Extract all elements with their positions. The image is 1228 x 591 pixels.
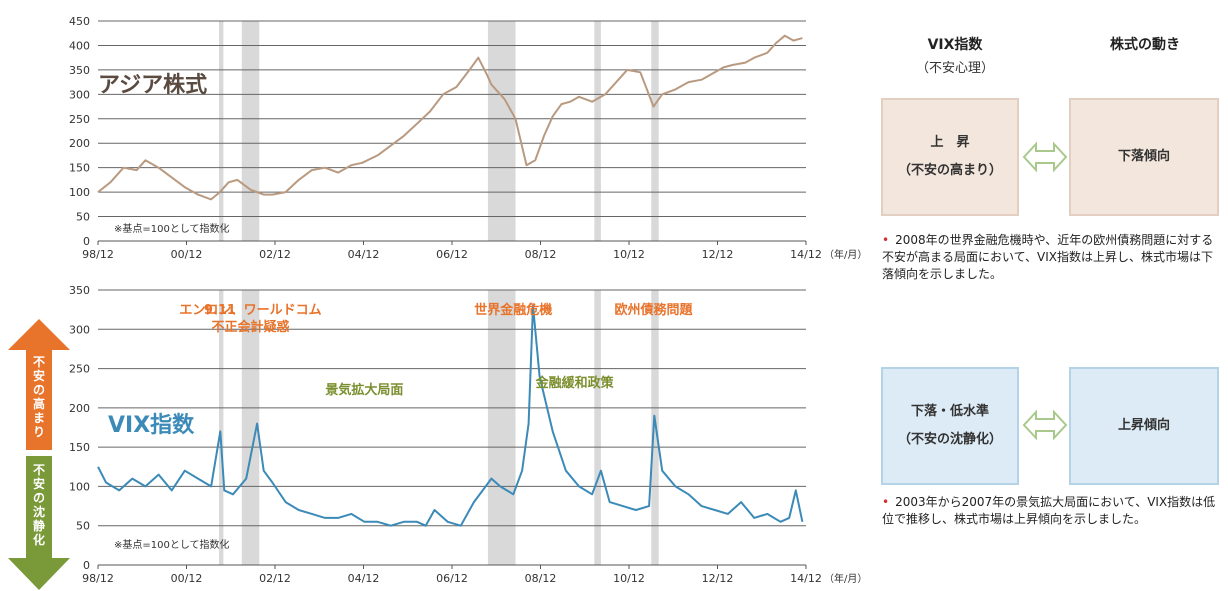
vix-rise-box: 上 昇 （不安の高まり） <box>881 98 1019 216</box>
y-tick-label: 350 <box>69 284 90 297</box>
event-label: 欧州債務問題 <box>614 302 693 318</box>
event-band <box>594 290 601 565</box>
y-tick-label: 150 <box>69 441 90 454</box>
bullet-icon: • <box>882 495 890 509</box>
x-unit-label: （年/月） <box>824 248 867 261</box>
y-tick-label: 50 <box>76 211 90 224</box>
y-tick-label: 250 <box>69 113 90 126</box>
x-tick-label: 12/12 <box>702 572 734 585</box>
vix-low-label: 下落・低水準 <box>910 404 989 419</box>
series-line <box>97 34 803 201</box>
stock-fall-label: 下落傾向 <box>1117 149 1170 164</box>
stock-header: 株式の動き <box>1110 37 1180 53</box>
base-note: ※基点=100として指数化 <box>114 538 230 551</box>
vix-header-sub: （不安心理） <box>915 61 994 76</box>
x-tick-label: 98/12 <box>82 248 114 261</box>
event-band <box>487 290 516 565</box>
base-note: ※基点=100として指数化 <box>114 222 230 235</box>
up-arrow-label-char: 不 <box>33 355 45 369</box>
x-tick-label: 14/12 <box>790 248 822 261</box>
up-arrow-icon <box>8 319 70 450</box>
note-2: • 2003年から2007年の景気拡大局面において、VIX指数は低位で推移し、株式… <box>882 494 1218 528</box>
note-2-text: 2003年から2007年の景気拡大局面において、VIX指数は低位で推移し、株式市… <box>882 495 1216 526</box>
x-tick-label: 00/12 <box>171 248 203 261</box>
event-band <box>219 290 224 565</box>
event-band <box>219 21 224 241</box>
x-unit-label: （年/月） <box>824 572 867 585</box>
event-label: エンロン、ワールドコム <box>179 303 321 318</box>
stock-rise-box: 上昇傾向 <box>1069 367 1219 485</box>
down-arrow-label-char: 沈 <box>33 504 45 519</box>
event-band <box>487 21 516 241</box>
phase-label: 景気拡大局面 <box>325 382 403 398</box>
up-arrow-label-char: 高 <box>33 396 45 411</box>
y-tick-label: 300 <box>69 88 90 101</box>
y-tick-label: 250 <box>69 363 90 376</box>
x-tick-label: 08/12 <box>525 572 557 585</box>
charts-area: 0 50 100 150 200 250 300 350 400 450 98/12 00/12 02/… <box>8 15 867 590</box>
event-label: 世界金融危機 <box>474 302 552 318</box>
down-arrow-label-char: 静 <box>33 518 45 533</box>
vix-rise-label: 上 昇 <box>930 135 970 150</box>
vix-rise-sub: （不安の高まり） <box>897 163 1002 178</box>
vix-low-box: 下落・低水準 （不安の沈静化） <box>881 367 1019 485</box>
event-band <box>594 21 601 241</box>
chart-title: VIX指数 <box>108 412 195 438</box>
x-tick-label: 02/12 <box>259 572 291 585</box>
double-arrow-icon <box>1022 409 1068 441</box>
x-tick-label: 98/12 <box>82 572 114 585</box>
y-tick-label: 400 <box>69 39 90 52</box>
bullet-icon: • <box>882 233 890 247</box>
note-1: • 2008年の世界金融危機時や、近年の欧州債務問題に対する不安が高まる局面におい… <box>882 232 1218 283</box>
x-tick-label: 14/12 <box>790 572 822 585</box>
y-tick-label: 300 <box>69 323 90 336</box>
y-tick-label: 100 <box>69 480 90 493</box>
up-arrow-label-char: ま <box>33 411 45 425</box>
x-tick-label: 10/12 <box>613 248 645 261</box>
x-tick-label: 04/12 <box>348 248 380 261</box>
y-tick-label: 450 <box>69 15 90 28</box>
x-tick-label: 02/12 <box>259 248 291 261</box>
x-tick-label: 10/12 <box>613 572 645 585</box>
chart-title: アジア株式 <box>98 73 207 98</box>
note-1-text: 2008年の世界金融危機時や、近年の欧州債務問題に対する不安が高まる局面において… <box>882 233 1214 281</box>
y-tick-label: 200 <box>69 402 90 415</box>
y-tick-label: 100 <box>69 186 90 199</box>
y-tick-label: 0 <box>83 559 90 572</box>
event-band <box>651 21 659 241</box>
up-arrow-label-char: の <box>33 383 45 397</box>
x-tick-label: 06/12 <box>436 248 468 261</box>
down-arrow-label-char: 安 <box>33 476 45 491</box>
event-band <box>241 21 260 241</box>
vix-header: VIX指数 <box>927 37 983 53</box>
event-band <box>241 290 260 565</box>
x-tick-label: 04/12 <box>348 572 380 585</box>
x-tick-label: 08/12 <box>525 248 557 261</box>
y-tick-label: 200 <box>69 137 90 150</box>
event-label: 9.11 <box>204 303 236 318</box>
phase-label: 金融緩和政策 <box>535 375 615 391</box>
up-arrow-label-char: り <box>33 425 45 439</box>
stock-rise-label: 上昇傾向 <box>1117 418 1170 433</box>
y-tick-label: 350 <box>69 64 90 77</box>
down-arrow-label-char: 不 <box>33 463 45 477</box>
y-tick-label: 50 <box>76 520 90 533</box>
y-tick-label: 150 <box>69 162 90 175</box>
y-tick-label: 0 <box>83 235 90 248</box>
down-arrow-label-char: 化 <box>33 532 45 547</box>
vix-low-sub: （不安の沈静化） <box>897 432 1002 447</box>
double-arrow-icon <box>1022 141 1068 173</box>
x-tick-label: 12/12 <box>702 248 734 261</box>
x-tick-label: 00/12 <box>171 572 203 585</box>
x-tick-label: 06/12 <box>436 572 468 585</box>
down-arrow-label-char: の <box>33 491 45 505</box>
up-arrow-label-char: 安 <box>33 368 45 383</box>
stock-fall-box: 下落傾向 <box>1069 98 1219 216</box>
series-line <box>97 304 804 527</box>
event-label: 不正会計疑惑 <box>212 319 290 335</box>
down-arrow-icon <box>8 456 70 590</box>
